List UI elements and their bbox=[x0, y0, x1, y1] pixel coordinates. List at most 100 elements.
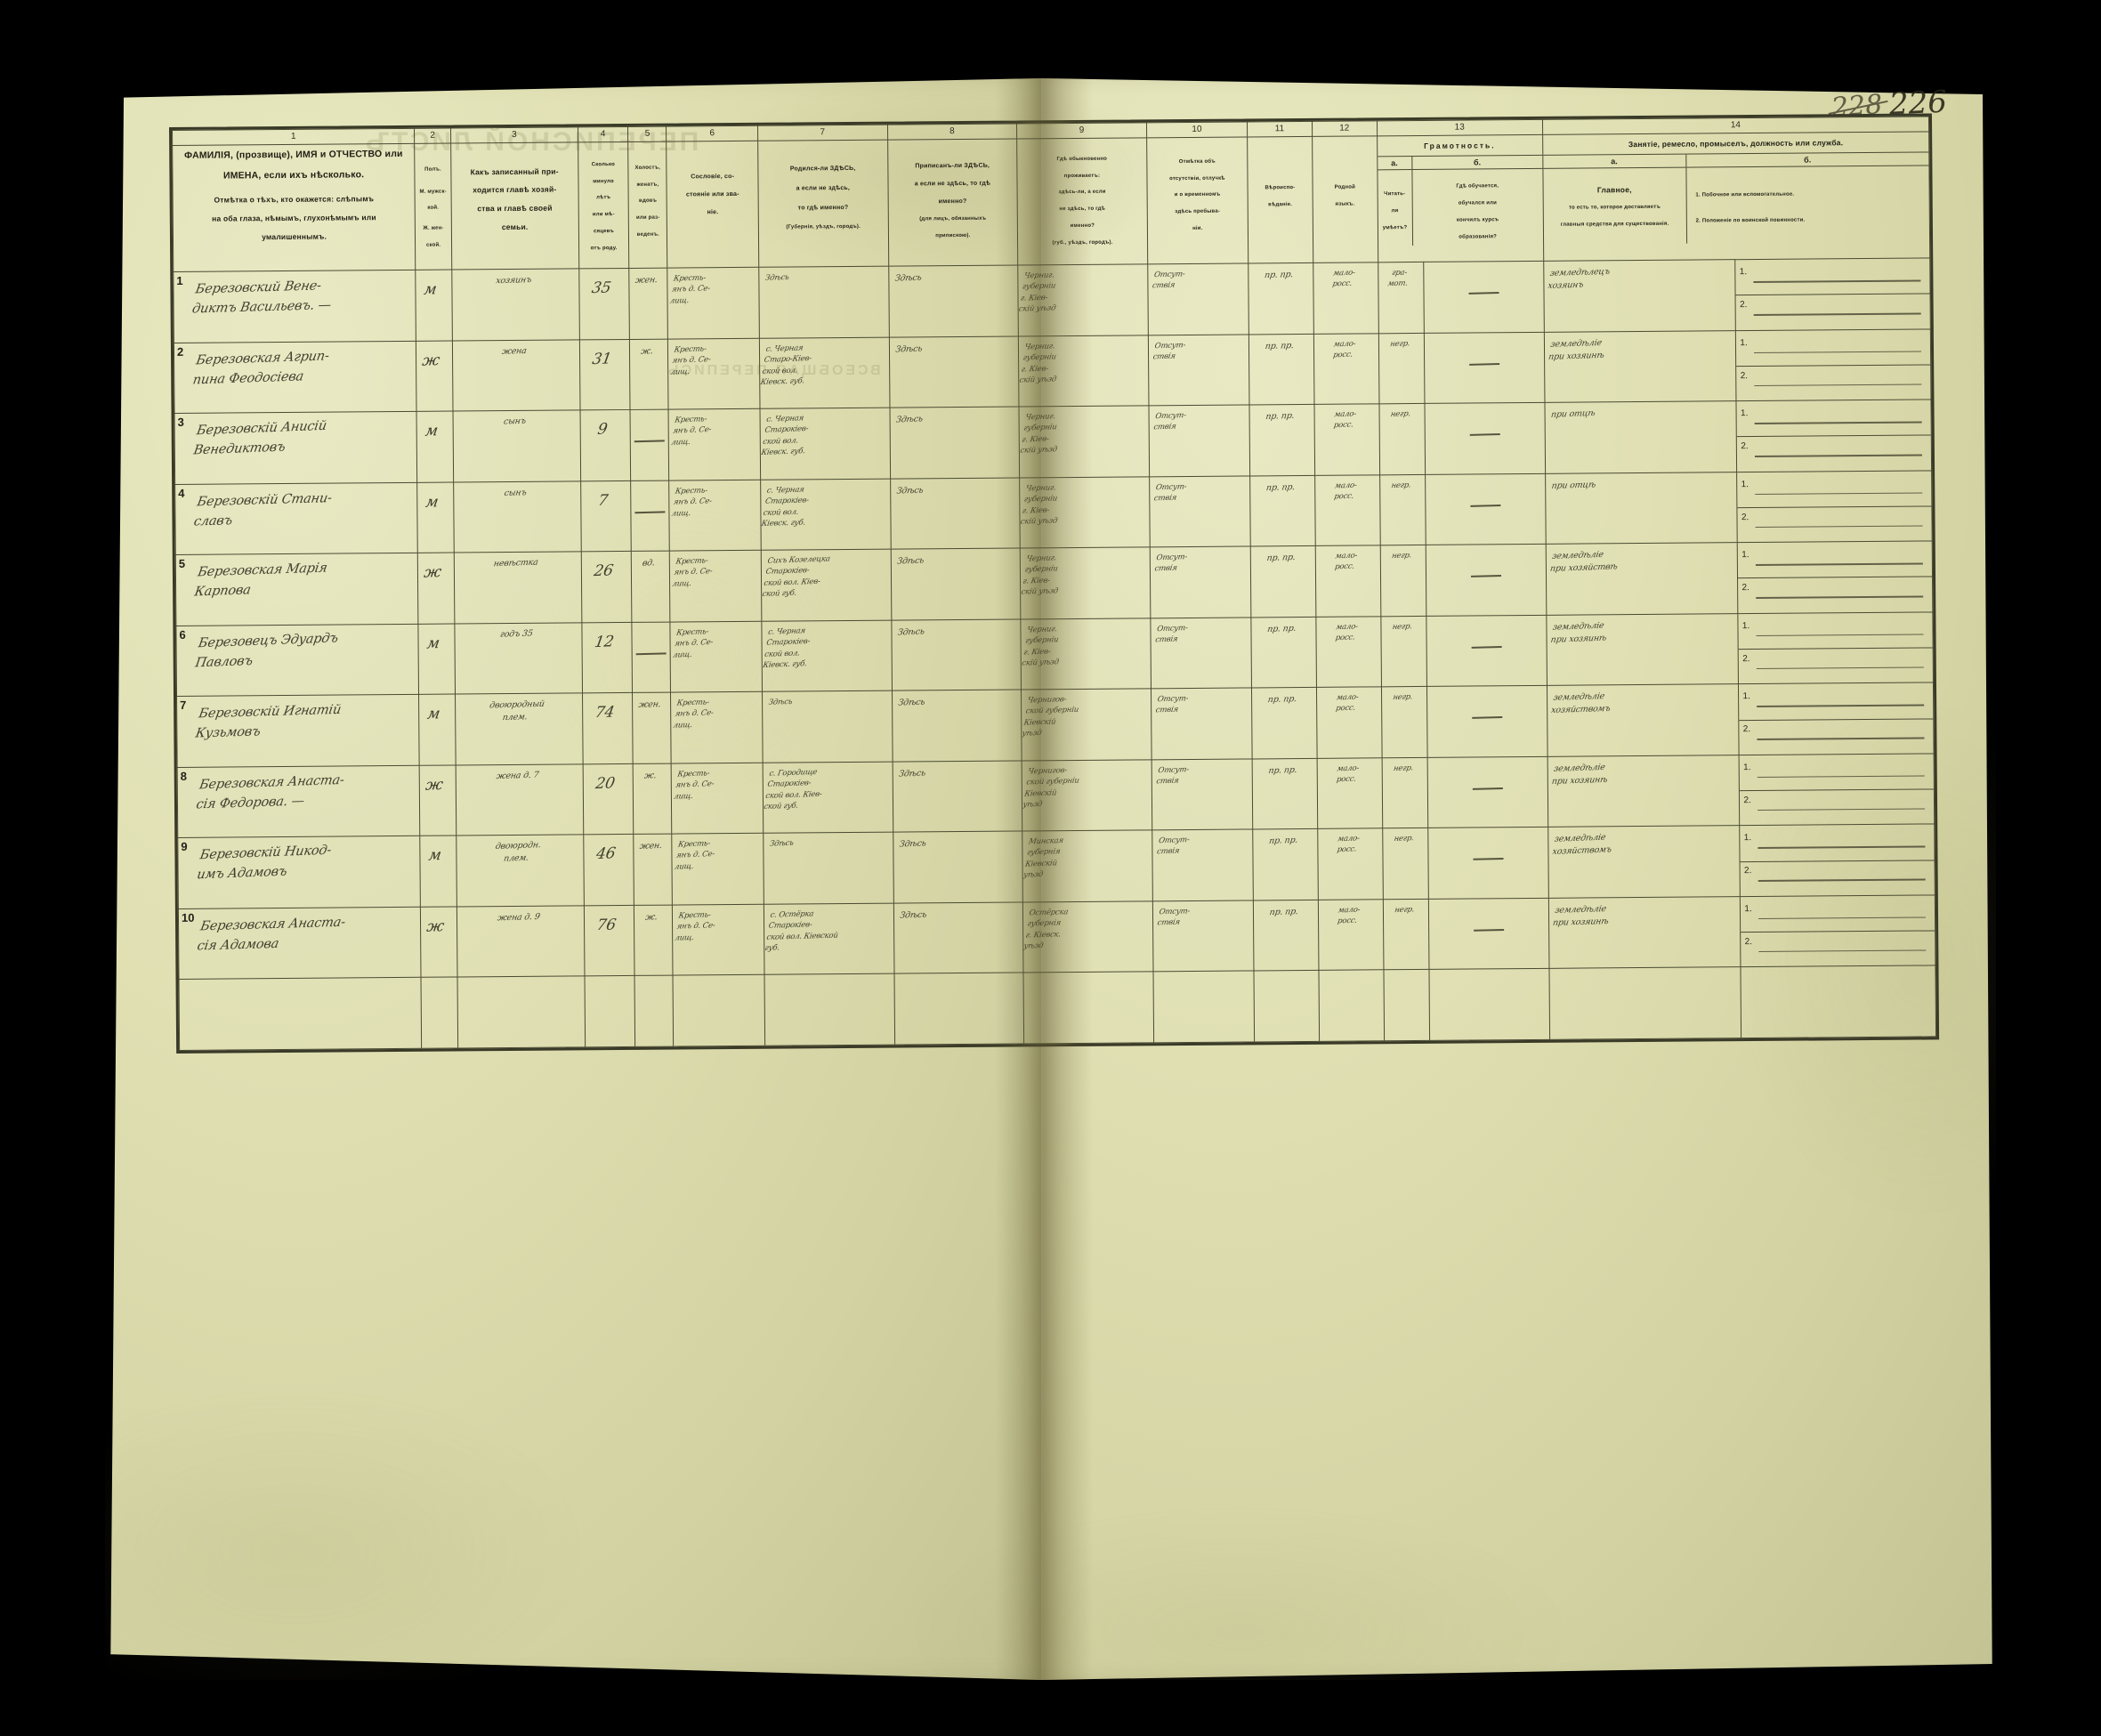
cell-name: 1 Березовский Вене- диктъ Васильевъ. — bbox=[173, 270, 416, 343]
cell-absence: Отсут- ствія bbox=[1152, 900, 1255, 973]
blank-rule bbox=[1754, 351, 1922, 354]
cell-blank bbox=[1741, 965, 1936, 1038]
colnum-10: 10 bbox=[1146, 121, 1248, 138]
cell-occupation-secondary: 1. 2. bbox=[1739, 753, 1935, 826]
cell-name: 4 Березовскій Стани- славъ bbox=[174, 481, 418, 555]
cell-occupation-main: земледѣліе при хозяйствѣ bbox=[1545, 542, 1739, 616]
dash-mark bbox=[1468, 362, 1499, 366]
dash-mark bbox=[1473, 928, 1504, 932]
header-cell-religion: Вѣроиспо- вѣданіе. bbox=[1247, 136, 1313, 264]
sub-index: 2. bbox=[1740, 300, 1748, 311]
cell-language-value: мало- росс. bbox=[1333, 480, 1358, 502]
subcol-label-a: а. bbox=[1377, 157, 1412, 171]
left-page-leaf bbox=[110, 78, 1041, 1680]
cell-relation: жена д. 9 bbox=[457, 905, 585, 978]
cell-relation: двоюродн. плем. bbox=[456, 835, 585, 907]
blank-rule bbox=[1758, 775, 1925, 779]
cell-occupation-secondary: 1. 2. bbox=[1740, 824, 1935, 897]
table-row-blank bbox=[179, 965, 1936, 1051]
cell-estate-value: Кресть- янъ д. Се- лищ. bbox=[670, 343, 712, 376]
header-line: отсутствіи, отлучкѣ bbox=[1169, 175, 1225, 182]
cell-literacy-a-value: негр. bbox=[1393, 834, 1415, 844]
cell-occupation-secondary: 1. 2. bbox=[1735, 328, 1931, 401]
cell-absence: Отсут- ствія bbox=[1151, 688, 1253, 760]
cell-name-value: Березовскій Анисій Венедиктовъ bbox=[192, 418, 328, 459]
cell-name: 3 Березовскій Анисій Венедиктовъ bbox=[174, 411, 418, 485]
cell-language: мало- росс. bbox=[1316, 757, 1383, 829]
header-line: Холостъ, bbox=[634, 165, 661, 171]
cell-relation-value: сынъ bbox=[503, 487, 528, 498]
cell-relation: сынъ bbox=[453, 480, 581, 553]
header-line: Гдѣ обучается, bbox=[1456, 183, 1499, 190]
cell-religion: пр. пр. bbox=[1252, 828, 1319, 900]
cell-literacy-b bbox=[1428, 898, 1549, 970]
cell-residence: Черниг. губерніи г. Кіев- скій уѣзд bbox=[1019, 476, 1151, 549]
cell-birthplace-value: с. Черная Старокіев- ской вол. Кіевск. г… bbox=[760, 485, 810, 529]
cell-absence: Отсут- ствія bbox=[1152, 829, 1254, 901]
colnum-2: 2 bbox=[414, 128, 451, 144]
cell-estate-value: Кресть- янъ д. Се- лищ. bbox=[674, 839, 716, 872]
dash-mark bbox=[634, 510, 666, 513]
header-line: Приписанъ-ли ЗДѢСЬ, bbox=[915, 162, 990, 170]
blank-rule bbox=[1758, 845, 1926, 849]
sub-index: 1. bbox=[1739, 267, 1748, 278]
cell-birthplace-value: с. Остёрка Старокіев- ской вол. Кіевской… bbox=[764, 909, 839, 953]
header-line: ніе. bbox=[707, 209, 719, 216]
cell-occupation-secondary: 1. 2. bbox=[1737, 470, 1933, 543]
cell-residence-value: Чернигов- ской губерніи Кіевскій уѣзд bbox=[1021, 695, 1079, 739]
cell-name-value: Березовский Вене- диктъ Васильевъ. — bbox=[190, 279, 333, 318]
cell-residence: Черниг. губерніи г. Кіев- скій уѣзд bbox=[1017, 263, 1149, 336]
cell-birthplace-value: Здѣсь bbox=[764, 273, 790, 283]
cell-birthplace: Здѣсь bbox=[758, 266, 889, 338]
cell-occupation-main: земледѣліе хозяйствомъ bbox=[1547, 825, 1741, 899]
sub-divider bbox=[1739, 647, 1933, 650]
cell-relation: жена д. 7 bbox=[455, 763, 584, 836]
colnum-1: 1 bbox=[172, 128, 416, 146]
cell-residence-value: Черниг. губерніи г. Кіев- скій уѣзд bbox=[1021, 624, 1060, 668]
cell-language: мало- росс. bbox=[1313, 262, 1378, 334]
cell-residence: Минская губернія Кіевскій уѣзд bbox=[1022, 830, 1153, 902]
header-cell-absence: Отмѣтка объ отсутствіи, отлучкѣ и о врем… bbox=[1146, 136, 1248, 264]
header-line: припискою). bbox=[935, 233, 971, 239]
header-line: именно? bbox=[1070, 222, 1095, 229]
cell-occupation-main-value: земледѣліе при хозяинѣ bbox=[1551, 903, 1610, 928]
blank-rule bbox=[1757, 737, 1925, 740]
cell-occupation-main: земледѣліе при хозяинѣ bbox=[1544, 330, 1737, 403]
cell-occupation-main-value: земледѣлецъ хозяинъ bbox=[1547, 266, 1611, 292]
dash-mark bbox=[636, 652, 667, 655]
cell-estate: Кресть- янъ д. Се- лищ. bbox=[669, 550, 762, 622]
header-cell-occupation: Занятіе, ремесло, промыселъ, должность и… bbox=[1542, 131, 1930, 262]
cell-name-value: Березовская Агрип- пина Феодосіева bbox=[191, 348, 330, 388]
blank-rule bbox=[1758, 916, 1927, 920]
cell-absence: Отсут- ствія bbox=[1148, 334, 1250, 406]
header-line: семьи. bbox=[501, 222, 529, 232]
cell-blank bbox=[1318, 970, 1385, 1042]
header-line: Ж. жен- bbox=[423, 225, 444, 231]
cell-relation-value: жена д. 7 bbox=[495, 770, 540, 781]
cell-religion-value: пр. пр. bbox=[1266, 623, 1297, 634]
header-line: умѣетъ? bbox=[1382, 225, 1408, 231]
blank-rule bbox=[1758, 949, 1927, 953]
cell-registered: Здѣсь bbox=[892, 690, 1022, 762]
cell-birthplace: Сихъ Козелецка Старокіев- ской вол. Кіев… bbox=[761, 549, 892, 622]
cell-birthplace: Здѣсь bbox=[762, 690, 893, 763]
sub-index: 1. bbox=[1743, 762, 1751, 772]
cell-occupation-main: земледѣліе при хозяинѣ bbox=[1547, 755, 1741, 828]
cell-religion: пр. пр. bbox=[1251, 687, 1317, 759]
cell-birthplace: с. Остёрка Старокіев- ской вол. Кіевской… bbox=[764, 902, 894, 975]
cell-absence-value: Отсут- ствія bbox=[1155, 764, 1190, 787]
cell-absence: Отсут- ствія bbox=[1151, 758, 1253, 831]
cell-occupation-main-value: при отцѣ bbox=[1549, 408, 1596, 420]
cell-age: 7 bbox=[580, 480, 632, 553]
cell-blank bbox=[584, 975, 635, 1047]
cell-relation-value: жена д. 9 bbox=[496, 911, 541, 924]
cell-registered: Здѣсь bbox=[888, 335, 1020, 408]
cell-blank bbox=[1152, 971, 1255, 1043]
cell-language: мало- росс. bbox=[1314, 474, 1380, 546]
cell-registered: Здѣсь bbox=[890, 548, 1022, 620]
header-line: ФАМИЛІЯ, (прозвище), ИМЯ и ОТЧЕСТВО или bbox=[184, 148, 403, 161]
cell-absence: Отсут- ствія bbox=[1149, 475, 1251, 548]
open-ledger-book: ПЕРЕПИСНОЙ ЛИСТЪ ВСЕОБЩАЯ ПЕРЕПИСЬ 228 2… bbox=[105, 78, 1996, 1680]
cell-language: мало- росс. bbox=[1317, 828, 1383, 900]
dash-mark bbox=[1473, 858, 1504, 861]
